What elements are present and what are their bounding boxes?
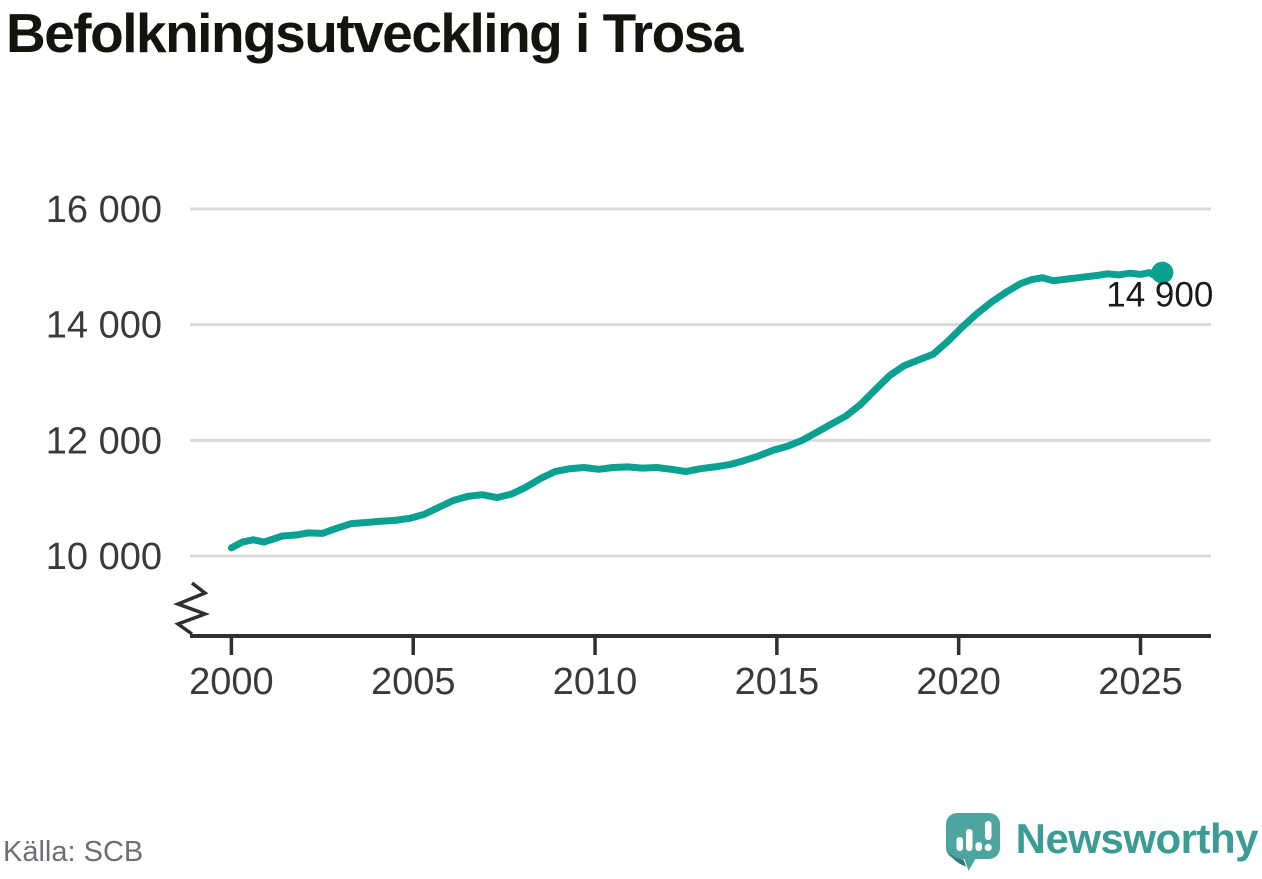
end-value-label: 14 900 xyxy=(1106,276,1213,315)
x-axis-tick-label: 2025 xyxy=(1098,661,1183,703)
logo-bubble-shadow xyxy=(947,849,966,867)
logo-bubble-shape xyxy=(945,813,1000,871)
logo-bar-3 xyxy=(975,842,982,851)
end-point-dot xyxy=(1151,261,1174,284)
chart-title: Befolkningsutveckling i Trosa xyxy=(6,2,743,64)
source-caption: Källa: SCB xyxy=(3,836,144,868)
logo-exclamation-dot xyxy=(984,843,992,852)
x-axis-tick-label: 2010 xyxy=(553,661,638,703)
x-axis-tick-label: 2020 xyxy=(916,661,1001,703)
newsworthy-wordmark: Newsworthy xyxy=(1015,815,1259,862)
x-axis-tick-label: 2000 xyxy=(189,661,274,703)
population-line xyxy=(227,269,1166,552)
x-axis-tick-label: 2015 xyxy=(735,661,820,703)
y-axis-tick-label: 16 000 xyxy=(46,189,162,231)
y-axis-break-zigzag xyxy=(173,581,211,636)
logo-bar-1 xyxy=(956,837,963,851)
y-axis-tick-label: 12 000 xyxy=(46,420,162,462)
logo-exclamation-bar xyxy=(984,821,992,840)
newsworthy-logo-icon xyxy=(945,813,1000,871)
x-axis-tick-label: 2005 xyxy=(371,661,456,703)
y-axis-tick-label: 14 000 xyxy=(46,305,162,347)
y-axis-tick-label: 10 000 xyxy=(46,536,162,578)
logo-bar-2 xyxy=(965,829,973,851)
newsworthy-logo: Newsworthy xyxy=(944,811,1259,873)
